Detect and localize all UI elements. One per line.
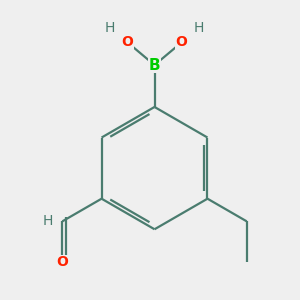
Text: H: H	[194, 21, 204, 35]
Text: B: B	[149, 58, 160, 73]
Text: H: H	[43, 214, 53, 228]
Text: O: O	[56, 255, 68, 269]
Text: O: O	[176, 35, 188, 50]
Text: H: H	[105, 21, 116, 35]
Text: O: O	[122, 35, 134, 50]
